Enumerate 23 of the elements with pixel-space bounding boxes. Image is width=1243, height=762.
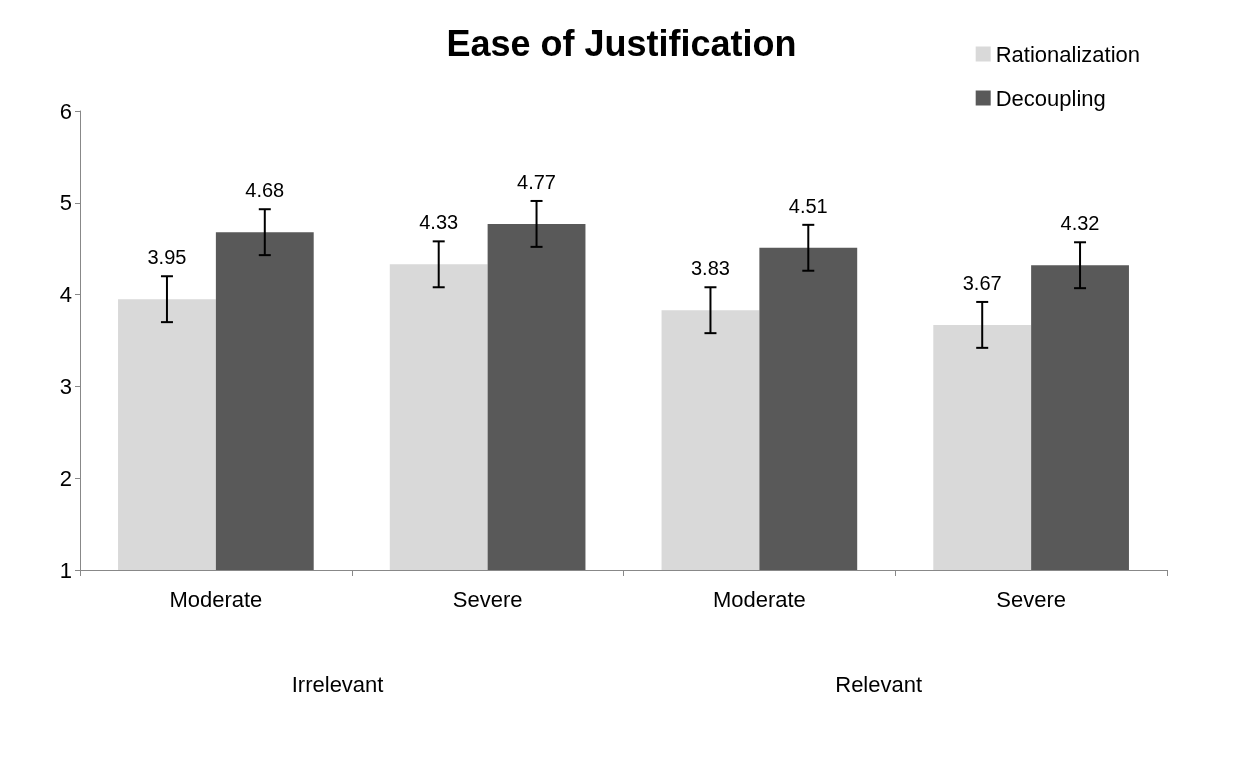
data-label: 4.77 xyxy=(517,170,557,193)
x-tick-label: Moderate xyxy=(169,586,263,612)
y-tick-label: 5 xyxy=(59,190,72,216)
x-tick-label: Moderate xyxy=(712,586,806,612)
text: Irrelevant xyxy=(291,671,384,697)
y-tick-label: 6 xyxy=(59,98,72,124)
chart-title: Ease of Justification xyxy=(446,22,797,64)
text: Relevant xyxy=(835,671,923,697)
data-label: 3.95 xyxy=(147,246,187,269)
data-label: 4.51 xyxy=(788,194,828,217)
y-tick-label: 1 xyxy=(59,557,72,583)
data-label: 4.32 xyxy=(1060,212,1100,235)
data-label: 3.67 xyxy=(962,271,1002,294)
y-tick-label: 3 xyxy=(59,373,72,399)
data-label: 4.33 xyxy=(419,211,459,234)
x-tick-label: Severe xyxy=(996,586,1066,612)
data-label: 4.68 xyxy=(245,179,285,202)
legend-label: Decoupling xyxy=(995,85,1106,111)
legend-label: Rationalization xyxy=(995,41,1140,67)
x-tick-label: Severe xyxy=(452,586,523,612)
y-tick-label: 2 xyxy=(59,465,72,491)
data-label: 3.83 xyxy=(690,257,730,280)
y-tick-label: 4 xyxy=(59,282,72,308)
